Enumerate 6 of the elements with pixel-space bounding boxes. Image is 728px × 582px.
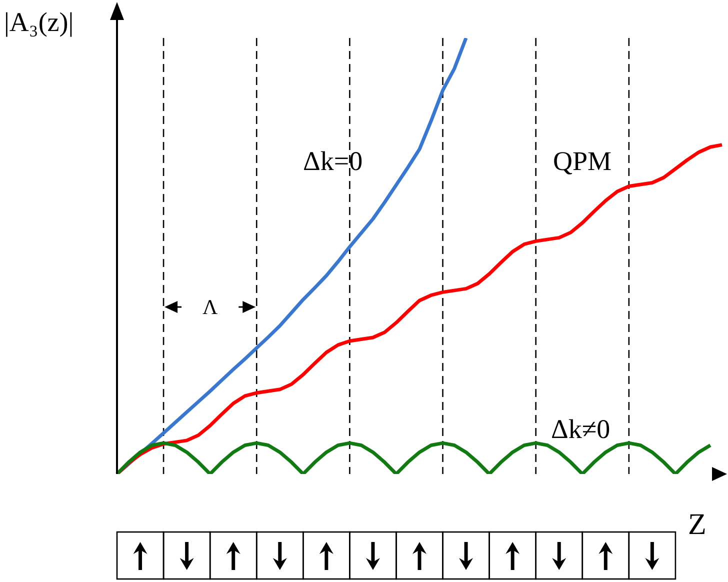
annotation: Λ	[201, 294, 219, 320]
y-axis-title: |A₃(z)|	[4, 6, 74, 38]
series-label: Δk=0	[303, 145, 363, 177]
series-label: Δk≠0	[551, 413, 610, 445]
series-label: QPM	[553, 145, 612, 177]
x-axis-title: Z	[688, 508, 706, 542]
